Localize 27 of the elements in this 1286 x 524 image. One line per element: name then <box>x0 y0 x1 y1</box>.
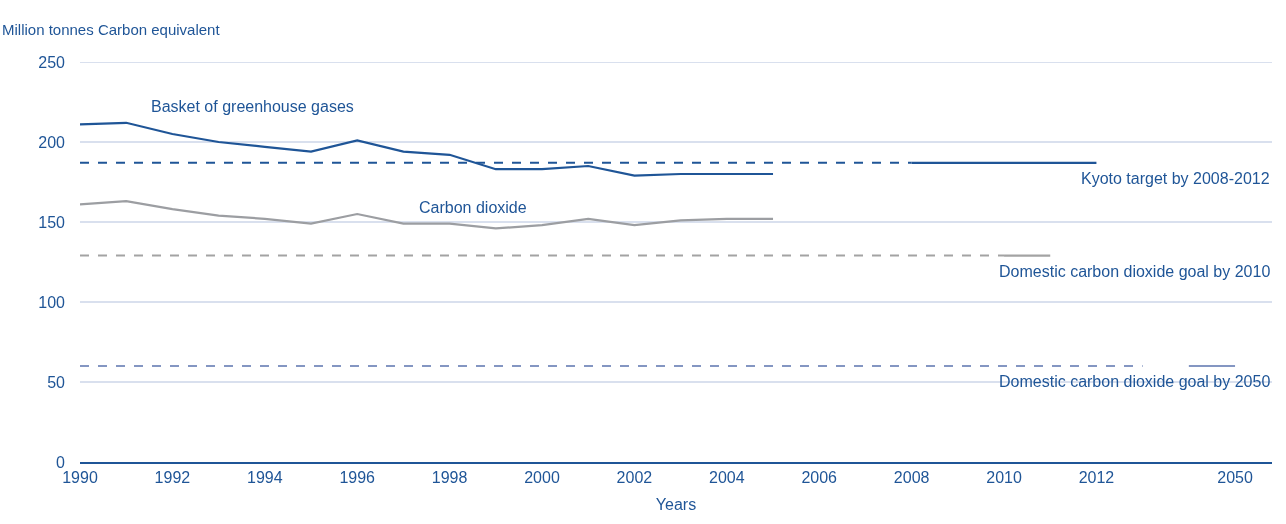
x-tick-label: 2012 <box>1078 468 1115 486</box>
x-axis-title: Years <box>655 496 697 514</box>
x-tick-label: 2008 <box>893 468 930 486</box>
x-tick-label: 1990 <box>62 468 98 486</box>
y-tick-label: 200 <box>38 133 66 151</box>
line-series <box>80 200 775 230</box>
series-label: Kyoto target by 2008-2012 <box>1081 170 1270 187</box>
x-tick-label: 2006 <box>801 468 838 486</box>
y-axis-title: Million tonnes Carbon equivalent <box>2 21 221 38</box>
y-tick-label: 0 <box>56 453 66 471</box>
y-tick-label: 250 <box>38 53 66 71</box>
y-tick-label: 150 <box>38 213 66 231</box>
y-tick-label: 50 <box>47 373 66 391</box>
series-label: Basket of greenhouse gases <box>151 98 354 115</box>
series-label: Domestic carbon dioxide goal by 2010 <box>999 263 1271 280</box>
x-tick-label: 2000 <box>524 468 560 486</box>
x-tick-label: 2050 <box>1217 468 1253 486</box>
x-tick-label: 1996 <box>339 468 376 486</box>
text: Domestic carbon dioxide goal by 2050 <box>999 373 1271 390</box>
x-tick-label: 2004 <box>709 468 745 486</box>
x-tick-label: 2002 <box>616 468 653 486</box>
x-tick-label: 1992 <box>154 468 191 486</box>
x-tick-label: 1994 <box>247 468 283 486</box>
series-label: Carbon dioxide <box>419 199 527 216</box>
x-tick-label: 1998 <box>431 468 468 486</box>
x-tick-label: 2010 <box>986 468 1022 486</box>
y-tick-label: 100 <box>38 293 66 311</box>
